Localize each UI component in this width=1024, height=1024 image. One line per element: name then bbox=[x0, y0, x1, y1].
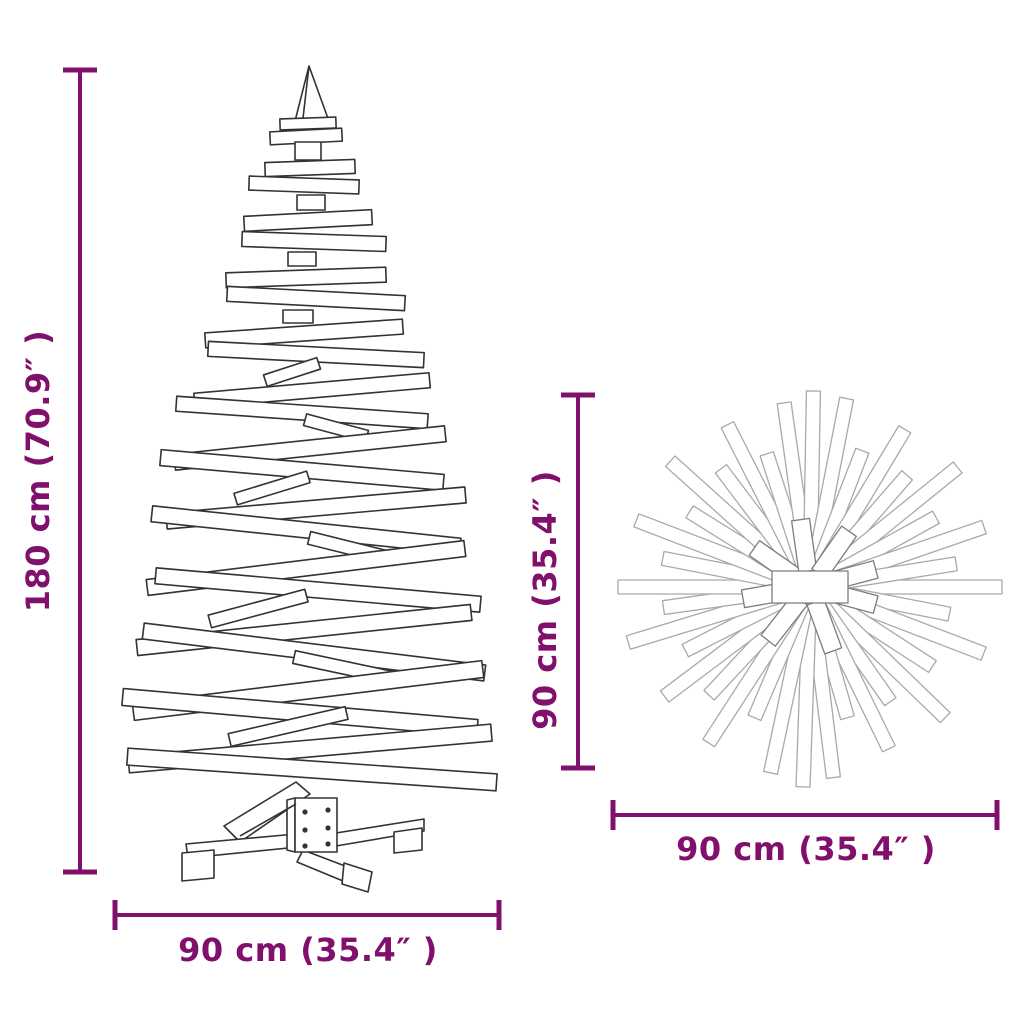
side-view-stand-drawing bbox=[181, 781, 425, 893]
stand-left-foot bbox=[181, 849, 215, 882]
tree-slat bbox=[240, 230, 388, 253]
dimension-lines bbox=[63, 67, 1000, 930]
top-depth-dimension-label: 90 cm (35.4″ ) bbox=[526, 470, 564, 730]
tree-slat bbox=[294, 141, 322, 161]
tree-slat bbox=[242, 208, 374, 233]
center-block bbox=[771, 570, 849, 604]
stand-brace-inner-line bbox=[239, 803, 297, 837]
tree-slat bbox=[262, 356, 322, 388]
top-width-dimension-label: 90 cm (35.4″ ) bbox=[676, 830, 936, 868]
tree-slat bbox=[225, 266, 388, 289]
stand-center-block bbox=[294, 797, 338, 853]
tree-slat bbox=[227, 705, 349, 748]
tree-slat bbox=[174, 395, 429, 430]
tree-slat bbox=[126, 747, 498, 792]
tree-tip-edge bbox=[301, 65, 310, 128]
tree-slat bbox=[154, 567, 482, 613]
tree-slat bbox=[282, 309, 314, 324]
tree-slat bbox=[233, 470, 311, 506]
tree-slat bbox=[263, 158, 357, 178]
stand-screws bbox=[302, 807, 331, 849]
top-view-starburst-drawing bbox=[617, 390, 1003, 788]
tree-slat bbox=[247, 175, 361, 195]
tree-slat bbox=[287, 251, 317, 267]
stand-front-foot bbox=[341, 862, 373, 893]
side-width-dimension-label: 90 cm (35.4″ ) bbox=[178, 931, 438, 969]
side-view-tree-drawing bbox=[121, 65, 498, 792]
tree-slat bbox=[203, 318, 405, 349]
tree-slat bbox=[279, 116, 337, 131]
tree-slat bbox=[296, 194, 326, 211]
tree-slat bbox=[207, 588, 309, 629]
stand-brace bbox=[223, 781, 311, 843]
height-dimension-label: 180 cm (70.9″ ) bbox=[19, 329, 57, 613]
stand-right-foot bbox=[393, 827, 423, 854]
tree-slat bbox=[225, 285, 407, 312]
